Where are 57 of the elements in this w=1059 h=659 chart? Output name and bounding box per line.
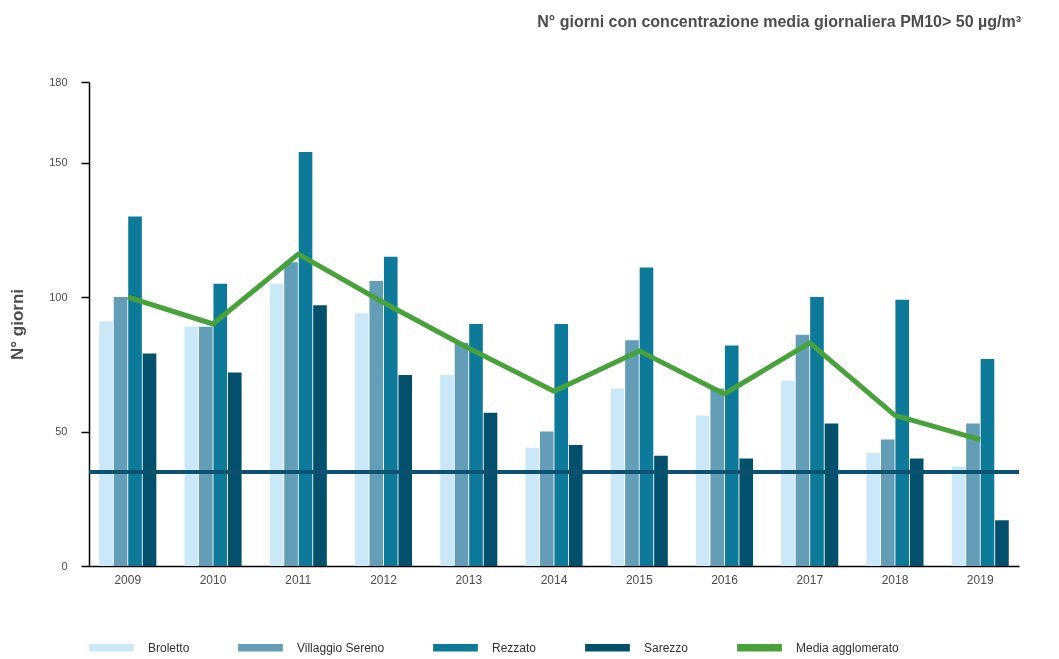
legend-label: Villaggio Sereno (297, 640, 385, 655)
legend-label: Rezzato (492, 640, 537, 655)
legend-label: Broletto (148, 640, 190, 655)
bar (795, 334, 810, 566)
x-tick-label: 2018 (881, 572, 909, 587)
bar (710, 388, 725, 566)
x-tick-label: 2017 (796, 572, 824, 587)
bar (128, 216, 142, 566)
bar (695, 415, 710, 566)
bar (895, 299, 910, 566)
bar (724, 345, 739, 566)
bar (525, 447, 540, 566)
x-tick-label: 2014 (540, 572, 568, 587)
bar (951, 466, 966, 566)
bar (184, 326, 199, 566)
bar (995, 520, 1009, 566)
bar (810, 297, 824, 566)
legend-label: Media agglomerato (796, 640, 900, 655)
x-tick-label: 2016 (711, 572, 739, 587)
bar (99, 321, 113, 566)
bar (866, 453, 881, 566)
x-tick-label: 2013 (455, 572, 483, 587)
x-tick-label: 2009 (114, 572, 142, 587)
x-tick-label: 2011 (285, 572, 312, 587)
y-tick-label: 0 (61, 559, 68, 572)
y-tick-label: 100 (49, 290, 68, 303)
x-tick-label: 2012 (370, 572, 398, 587)
bar (554, 324, 569, 566)
bar (781, 380, 795, 566)
bar (469, 324, 483, 566)
x-tick-label: 2010 (199, 572, 227, 587)
bar (880, 439, 895, 566)
bar (610, 388, 625, 566)
bar (539, 431, 554, 566)
bar (440, 375, 454, 566)
bar (369, 280, 384, 566)
y-tick-label: 180 (49, 75, 68, 88)
bar (625, 340, 639, 566)
bar (284, 262, 298, 566)
bar (966, 423, 980, 566)
x-tick-label: 2015 (625, 572, 653, 587)
bar (980, 358, 995, 566)
x-tick-label: 2019 (966, 572, 994, 587)
y-tick-label: 150 (49, 156, 68, 169)
bar (113, 297, 128, 566)
y-tick-label: 50 (55, 425, 68, 438)
legend-label: Sarezzo (644, 640, 689, 655)
bar (298, 151, 313, 566)
bar (354, 313, 369, 566)
chart-title: N° giorni con concentrazione media giornaliera PM10> 50 µg/m³ (537, 13, 1021, 30)
bar (639, 267, 654, 566)
bar (269, 283, 284, 566)
y-axis-title: N° giorni (8, 288, 28, 361)
bar (454, 342, 469, 566)
bar (198, 326, 213, 566)
bar (383, 256, 398, 566)
bar (213, 283, 228, 566)
